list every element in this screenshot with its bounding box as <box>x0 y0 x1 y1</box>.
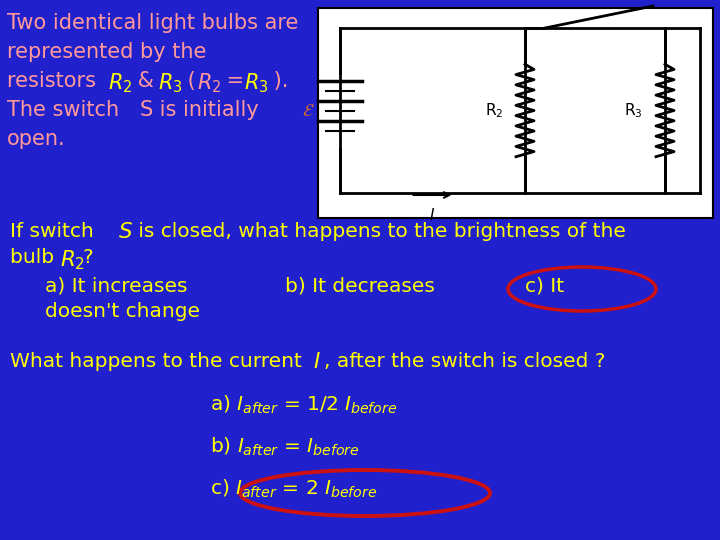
Text: a) $\mathit{I}_{\mathit{after}}$ = 1/2 $\mathit{I}_{\mathit{before}}$: a) $\mathit{I}_{\mathit{after}}$ = 1/2 $… <box>210 394 397 416</box>
Text: =: = <box>220 71 251 91</box>
Text: , after the switch is closed ?: , after the switch is closed ? <box>324 352 606 371</box>
Text: $\mathit{R_3}$: $\mathit{R_3}$ <box>158 71 183 94</box>
Text: $I$: $I$ <box>429 207 436 223</box>
Text: represented by the: represented by the <box>7 42 207 62</box>
Text: c) It: c) It <box>525 276 564 295</box>
Text: resistors: resistors <box>7 71 103 91</box>
Text: $\mathit{I}$: $\mathit{I}$ <box>313 352 321 372</box>
Text: $\mathbf{\mathit{R_2}}$: $\mathbf{\mathit{R_2}}$ <box>60 248 85 272</box>
Text: $\mathbf{\mathit{S}}$: $\mathbf{\mathit{S}}$ <box>118 222 133 242</box>
Text: $\mathit{R_2}$: $\mathit{R_2}$ <box>197 71 221 94</box>
Text: $\mathit{R_2}$: $\mathit{R_2}$ <box>108 71 132 94</box>
Text: $\mathcal{E}$: $\mathcal{E}$ <box>302 102 315 119</box>
Text: R$_2$: R$_2$ <box>485 101 503 120</box>
Text: ).: ). <box>267 71 289 91</box>
Text: The switch: The switch <box>7 100 126 120</box>
Text: S: S <box>595 0 606 2</box>
Text: b) It decreases: b) It decreases <box>285 276 435 295</box>
Text: R$_3$: R$_3$ <box>624 101 643 120</box>
FancyBboxPatch shape <box>318 8 713 218</box>
Text: b) $\mathit{I}_{\mathit{after}}$ = $\mathit{I}_{\mathit{before}}$: b) $\mathit{I}_{\mathit{after}}$ = $\mat… <box>210 436 360 458</box>
Text: &: & <box>131 71 161 91</box>
Text: open.: open. <box>7 129 66 149</box>
Text: bulb: bulb <box>10 248 60 267</box>
Text: doesn't change: doesn't change <box>45 302 200 321</box>
Text: is closed, what happens to the brightness of the: is closed, what happens to the brightnes… <box>132 222 626 241</box>
Text: a) It increases: a) It increases <box>45 276 187 295</box>
Text: What happens to the current: What happens to the current <box>10 352 308 371</box>
Text: If switch: If switch <box>10 222 100 241</box>
Text: is initially: is initially <box>153 100 258 120</box>
Text: Two identical light bulbs are: Two identical light bulbs are <box>7 13 298 33</box>
Text: (: ( <box>181 71 196 91</box>
Text: ?: ? <box>83 248 94 267</box>
Text: c) $\mathit{I}_{\mathit{after}}$ = 2 $\mathit{I}_{\mathit{before}}$: c) $\mathit{I}_{\mathit{after}}$ = 2 $\m… <box>210 478 377 500</box>
Text: S: S <box>140 100 153 120</box>
Text: $\mathit{R_3}$: $\mathit{R_3}$ <box>244 71 269 94</box>
